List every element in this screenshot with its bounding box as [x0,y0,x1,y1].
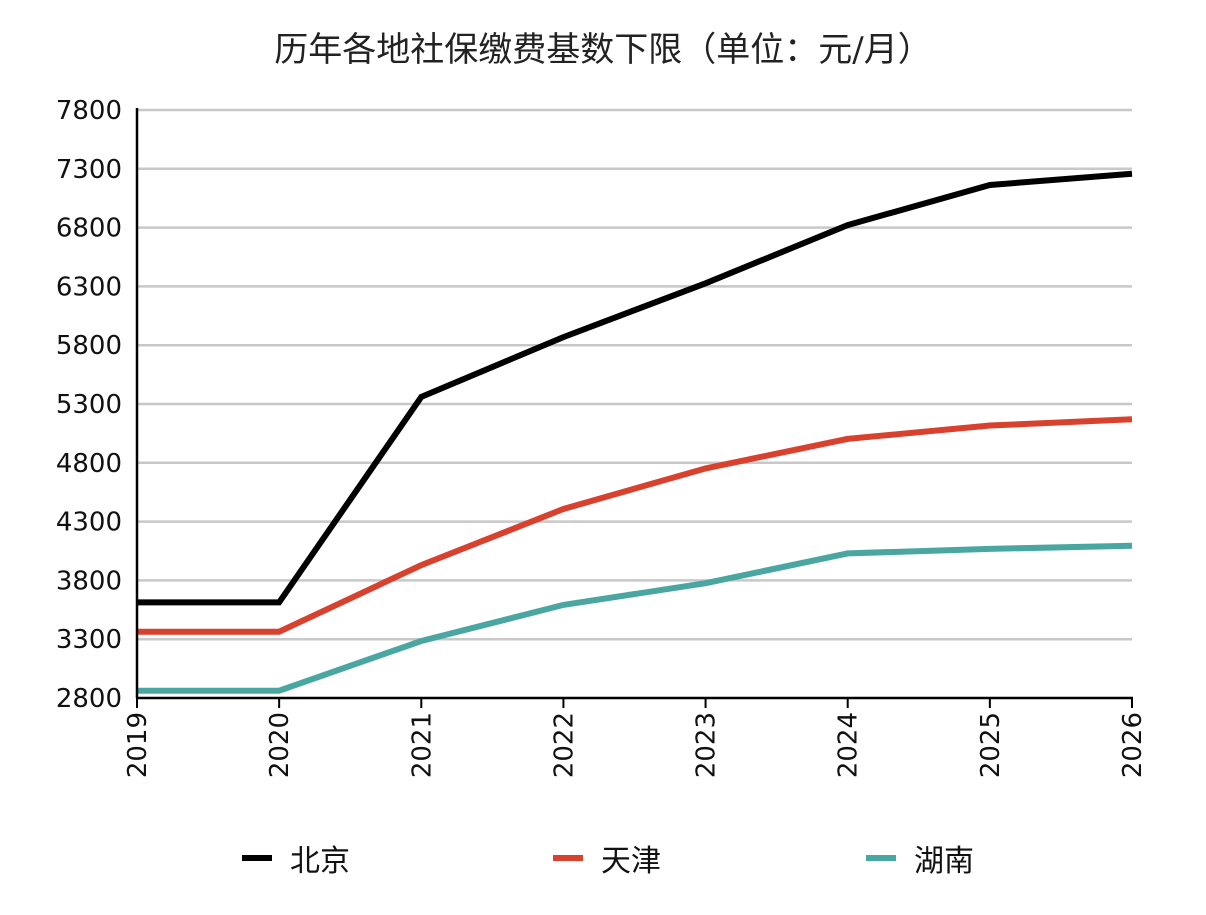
legend-label-tianjin: 天津 [601,844,661,879]
y-tick-label: 3300 [56,625,122,655]
y-axis-ticks: 2800 3300 3800 4300 4800 5300 5800 6300 6800 7300… [56,96,122,714]
x-axis-ticks: 2019 2020 2021 2022 2023 2024 2025 2026 [123,712,1148,778]
legend-swatch-hunan [866,855,896,861]
series-line-1 [137,416,1133,635]
legend-swatch-tianjin [553,855,583,861]
axes [135,108,1133,708]
legend-item-hunan: 湖南 [866,836,974,880]
y-tick-label: 6800 [56,214,122,244]
x-tick-label: 2025 [976,712,1006,778]
x-tick-label: 2022 [549,712,579,778]
x-tick-label: 2020 [265,712,295,778]
y-tick-label: 4800 [56,449,122,479]
x-tick-label: 2024 [834,712,864,778]
legend-item-tianjin: 天津 [553,836,661,880]
series-line-0 [137,170,1133,606]
x-tick-label: 2021 [407,712,437,778]
chart-title: 历年各地社保缴费基数下限（单位：元/月） [274,30,932,70]
legend-item-beijing: 北京 [242,836,350,880]
y-tick-label: 5300 [56,390,122,420]
y-tick-label: 3800 [56,566,122,596]
y-tick-label: 7300 [56,155,122,185]
legend-swatch-beijing [242,855,272,861]
x-tick-label: 2019 [123,712,153,778]
y-tick-label: 5800 [56,331,122,361]
y-tick-label: 6300 [56,272,122,302]
x-tick-label: 2023 [692,712,722,778]
grid-lines [137,108,1132,641]
legend-label-hunan: 湖南 [914,844,974,879]
series-lines [137,170,1133,694]
legend-label-beijing: 北京 [290,844,350,879]
y-tick-label: 4300 [56,508,122,538]
y-tick-label: 2800 [56,684,122,714]
x-tick-label: 2026 [1118,712,1148,778]
y-tick-label: 7800 [56,96,122,126]
series-line-2 [137,542,1133,694]
